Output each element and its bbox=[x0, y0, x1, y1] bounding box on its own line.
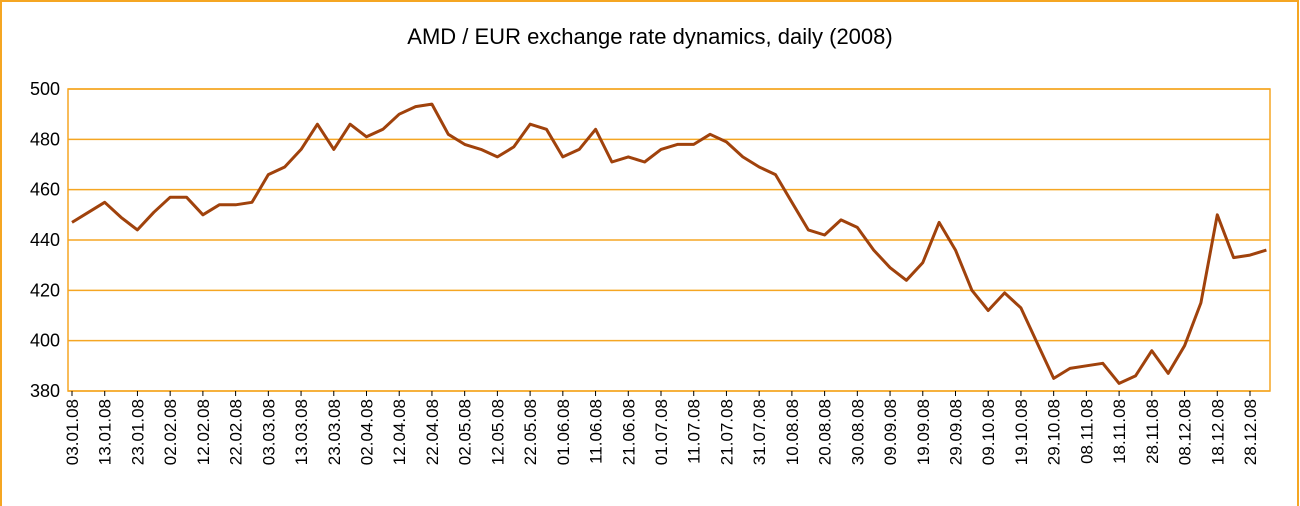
x-tick-label: 03.03.08 bbox=[259, 399, 278, 465]
x-tick-label: 02.05.08 bbox=[456, 399, 475, 465]
x-tick-label: 12.02.08 bbox=[194, 399, 213, 465]
x-tick-label: 21.06.08 bbox=[619, 399, 638, 465]
x-tick-label: 30.08.08 bbox=[848, 399, 867, 465]
x-tick-label: 08.12.08 bbox=[1176, 399, 1195, 465]
x-tick-label: 29.09.08 bbox=[947, 399, 966, 465]
y-tick-label: 440 bbox=[30, 230, 60, 250]
x-tick-label: 23.03.08 bbox=[325, 399, 344, 465]
x-tick-label: 11.07.08 bbox=[685, 399, 704, 464]
x-tick-label: 02.02.08 bbox=[161, 399, 180, 465]
x-tick-label: 01.07.08 bbox=[652, 399, 671, 465]
x-tick-label: 09.10.08 bbox=[979, 399, 998, 465]
chart-title: AMD / EUR exchange rate dynamics, daily … bbox=[407, 24, 892, 49]
x-tick-label: 22.04.08 bbox=[423, 399, 442, 465]
x-tick-label: 02.04.08 bbox=[358, 399, 377, 465]
x-tick-label: 28.12.08 bbox=[1241, 399, 1260, 465]
x-tick-label: 19.09.08 bbox=[914, 399, 933, 465]
x-tick-label: 03.01.08 bbox=[63, 399, 82, 465]
x-tick-label: 28.11.08 bbox=[1143, 399, 1162, 464]
x-tick-label: 09.09.08 bbox=[881, 399, 900, 465]
x-tick-label: 08.11.08 bbox=[1077, 399, 1096, 464]
data-line bbox=[71, 102, 1267, 385]
y-tick-label: 480 bbox=[30, 129, 60, 149]
x-tick-label: 13.03.08 bbox=[292, 399, 311, 465]
x-tick-label: 11.06.08 bbox=[587, 399, 606, 464]
x-tick-label: 18.11.08 bbox=[1110, 399, 1129, 464]
x-tick-label: 22.05.08 bbox=[521, 399, 540, 465]
y-tick-label: 460 bbox=[30, 180, 60, 200]
x-tick-label: 19.10.08 bbox=[1012, 399, 1031, 465]
x-tick-label: 20.08.08 bbox=[816, 399, 835, 465]
x-tick-label: 31.07.08 bbox=[750, 399, 769, 465]
x-tick-label: 29.10.08 bbox=[1045, 399, 1064, 465]
x-tick-label: 12.05.08 bbox=[488, 399, 507, 465]
y-tick-label: 400 bbox=[30, 331, 60, 351]
x-tick-label: 23.01.08 bbox=[128, 399, 147, 465]
x-tick-label: 21.07.08 bbox=[717, 399, 736, 465]
x-tick-label: 22.02.08 bbox=[227, 399, 246, 465]
x-tick-label: 18.12.08 bbox=[1208, 399, 1227, 465]
plot-frame bbox=[67, 88, 1271, 392]
x-tick-label: 10.08.08 bbox=[783, 399, 802, 465]
y-tick-label: 420 bbox=[30, 280, 60, 300]
x-tick-label: 13.01.08 bbox=[96, 399, 115, 465]
x-tick-label: 01.06.08 bbox=[554, 399, 573, 465]
x-tick-label: 12.04.08 bbox=[390, 399, 409, 465]
y-tick-label: 500 bbox=[30, 79, 60, 99]
y-tick-label: 380 bbox=[30, 381, 60, 401]
